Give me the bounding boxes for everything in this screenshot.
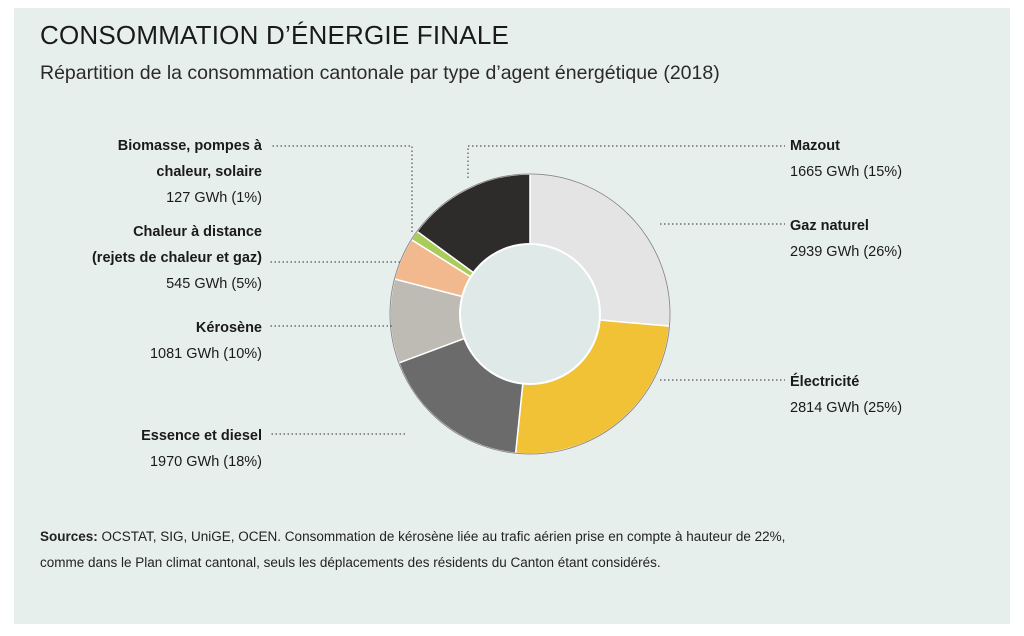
slice-label-5-line-0: Biomasse, pompes à <box>118 138 263 154</box>
slice-value-2: 1970 GWh (18%) <box>150 454 262 470</box>
leader-line-6 <box>467 145 785 178</box>
slice-value-4: 545 GWh (5%) <box>166 276 262 292</box>
slice-label-5-line-1: chaleur, solaire <box>156 164 262 180</box>
chart-subtitle: Répartition de la consommation cantonale… <box>40 62 720 84</box>
sources-note: Sources: OCSTAT, SIG, UniGE, OCEN. Conso… <box>40 524 940 576</box>
chart-title: CONSOMMATION D’ÉNERGIE FINALE <box>40 20 510 50</box>
slice-label-2-line-0: Essence et diesel <box>141 428 262 444</box>
donut-outline <box>389 173 671 455</box>
sources-line-1: OCSTAT, SIG, UniGE, OCEN. Consommation d… <box>97 529 786 544</box>
slice-labels: Gaz naturel 2939 GWh (26%) Électricité 2814… <box>92 138 902 470</box>
slice-label-6-line-0: Mazout <box>790 138 840 154</box>
leader-line-5 <box>270 145 413 232</box>
slice-value-1: 2814 GWh (25%) <box>790 400 902 416</box>
slice-label-0-line-0: Gaz naturel <box>790 218 869 234</box>
sources-label: Sources: <box>40 529 98 544</box>
slice-value-3: 1081 GWh (10%) <box>150 346 262 362</box>
sources-line-2: comme dans le Plan climat cantonal, seul… <box>40 555 661 570</box>
donut-hole <box>459 243 601 385</box>
slice-value-6: 1665 GWh (15%) <box>790 164 902 180</box>
slice-value-0: 2939 GWh (26%) <box>790 244 902 260</box>
slice-label-3-line-0: Kérosène <box>196 320 262 336</box>
slice-label-4-line-1: (rejets de chaleur et gaz) <box>92 250 262 266</box>
slice-label-4-line-0: Chaleur à distance <box>133 224 262 240</box>
slice-value-5: 127 GWh (1%) <box>166 190 262 206</box>
slice-label-1-line-0: Électricité <box>790 373 859 390</box>
